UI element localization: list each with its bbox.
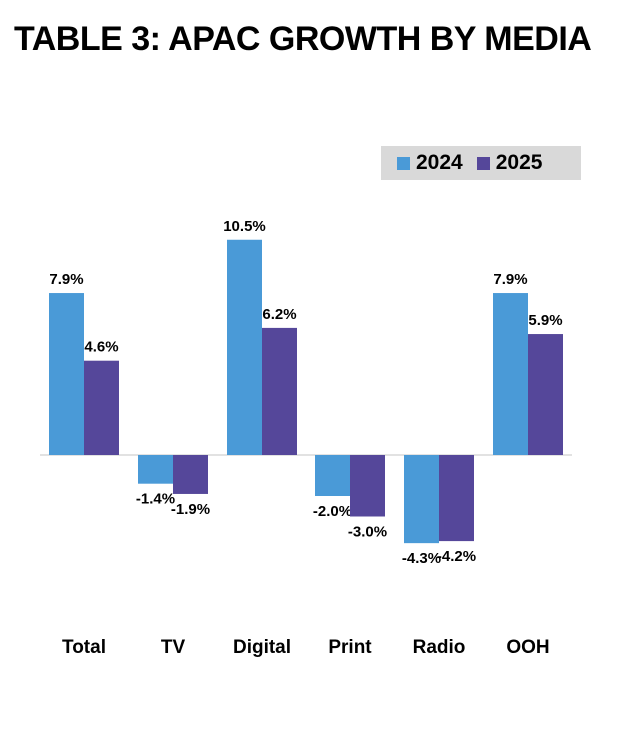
category-label-total: Total [62,637,106,658]
bar-total-2024 [49,293,84,455]
legend-label-2024: 2024 [416,151,463,174]
data-label-total-2024: 7.9% [49,271,83,288]
data-label-ooh-2024: 7.9% [493,271,527,288]
category-label-print: Print [328,637,372,658]
bar-ooh-2025 [528,334,563,455]
category-label-tv: TV [161,637,186,658]
bar-digital-2024 [227,239,262,455]
legend-swatch-2025 [476,156,490,170]
bar-print-2025 [350,455,385,517]
chart-legend: 2024 2025 [381,146,581,180]
data-label-tv-2025: -1.9% [171,501,210,518]
bar-tv-2024 [138,455,173,484]
legend-item-2025: 2025 [476,151,543,175]
bar-print-2024 [315,455,350,496]
legend-swatch-2024 [397,156,410,170]
category-label-digital: Digital [233,637,291,658]
bar-radio-2025 [439,455,474,542]
category-label-ooh: OOH [506,637,549,658]
data-label-digital-2025: 6.2% [262,306,296,323]
data-label-radio-2025: -4.2% [437,548,476,565]
data-label-tv-2024: -1.4% [136,491,175,508]
category-label-radio: Radio [413,637,466,658]
data-label-print-2024: -2.0% [313,503,352,520]
bar-tv-2025 [173,455,208,494]
data-label-radio-2024: -4.3% [402,550,441,567]
data-label-total-2025: 4.6% [84,339,118,356]
chart-title: TABLE 3: APAC GROWTH BY MEDIA [14,20,592,58]
bar-ooh-2024 [493,293,528,455]
data-label-digital-2024: 10.5% [223,218,266,235]
bar-digital-2025 [262,327,297,455]
data-label-print-2025: -3.0% [348,524,387,541]
bar-radio-2024 [404,455,439,544]
data-label-ooh-2025: 5.9% [528,312,562,329]
bar-total-2025 [84,360,119,455]
legend-label-2025: 2025 [495,151,543,174]
legend-item-2024: 2024 [397,151,463,175]
